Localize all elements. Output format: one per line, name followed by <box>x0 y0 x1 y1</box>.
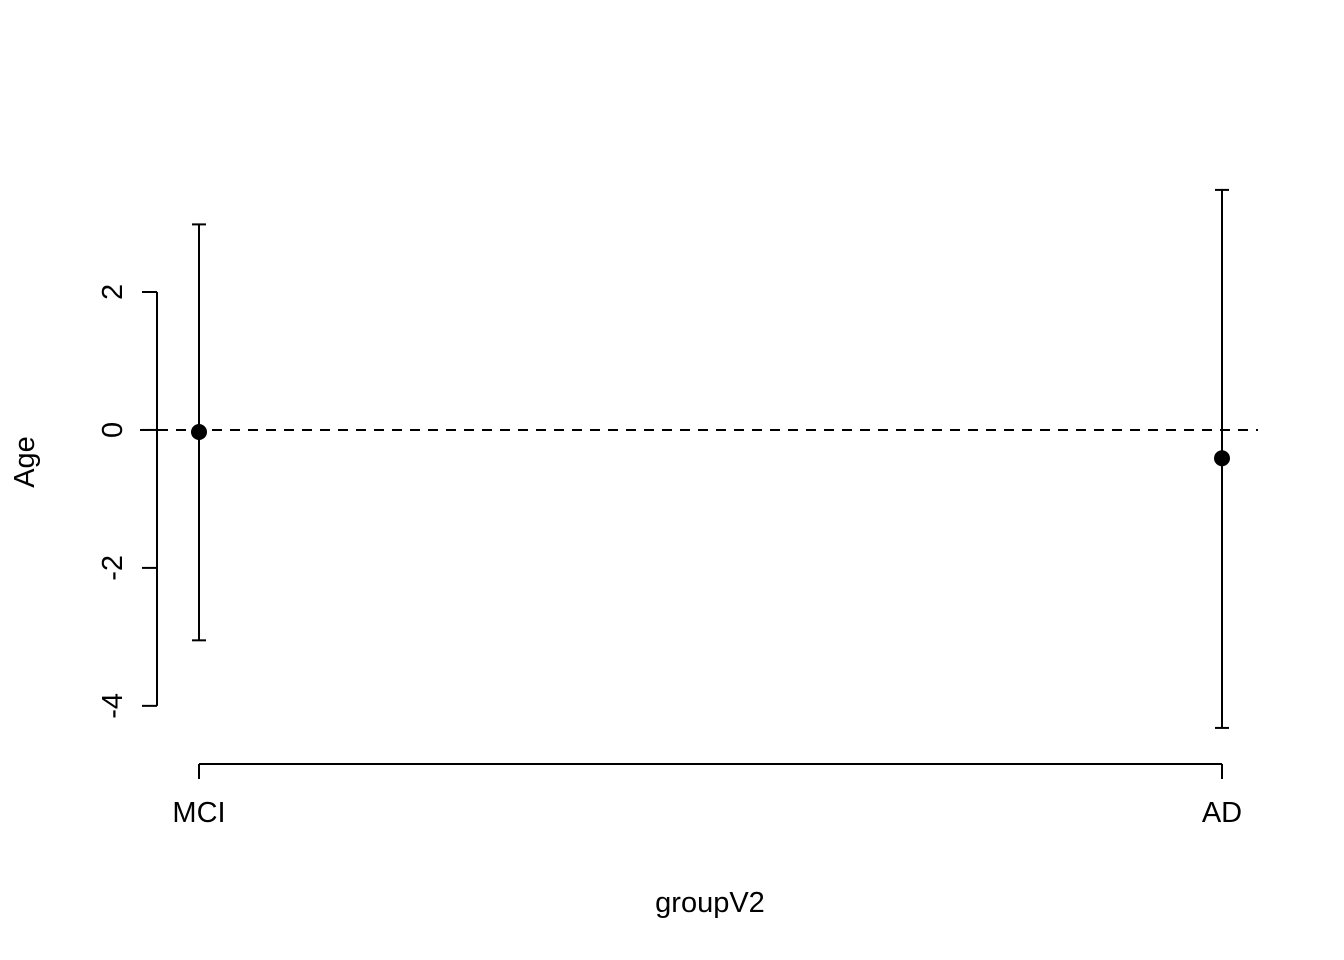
plot-area <box>140 188 1258 729</box>
data-point-mci <box>191 424 207 441</box>
y-tick-label: 2 <box>97 284 129 300</box>
x-tick-label: AD <box>1202 797 1242 829</box>
axes: -4 -2 0 2 MCI AD <box>97 284 1242 829</box>
x-axis-ticks: MCI AD <box>172 764 1242 829</box>
y-tick-label: -4 <box>97 693 129 719</box>
y-axis-title: Age <box>9 436 41 488</box>
x-axis-title: groupV2 <box>655 887 765 919</box>
y-tick-label: -2 <box>97 555 129 581</box>
x-tick-label: MCI <box>172 797 225 829</box>
data-point-ad <box>1214 450 1230 467</box>
y-axis-ticks: -4 -2 0 2 <box>97 284 157 719</box>
y-tick-label: 0 <box>97 422 129 438</box>
